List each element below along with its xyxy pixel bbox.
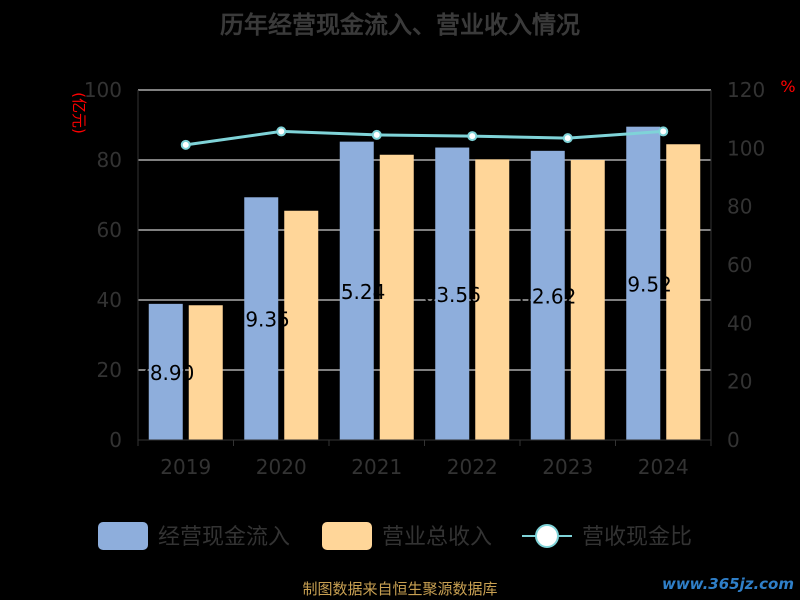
- line-path: [185, 129, 664, 147]
- y-left-tick-label: 40: [97, 288, 122, 312]
- x-tick-label: 2023: [542, 455, 593, 479]
- line-point: [371, 129, 382, 140]
- bar-data-label: 85.24: [328, 280, 385, 304]
- bar-data-label: 38.90: [137, 361, 194, 385]
- line-point: [180, 139, 191, 150]
- line-point: [467, 131, 478, 142]
- y-right-tick-label: 100: [727, 136, 765, 160]
- bar-revenue: [188, 305, 223, 440]
- x-tick-label: 2022: [447, 455, 498, 479]
- legend-swatch: [98, 522, 148, 550]
- bar-cash-inflow: [148, 303, 183, 440]
- bar-data-label: 82.62: [519, 284, 576, 308]
- y-left-tick-label: 20: [97, 358, 122, 382]
- bar-cash-inflow: [626, 126, 661, 441]
- line-series: [180, 126, 669, 150]
- legend-label: 营收现金比: [582, 525, 692, 550]
- data-labels: 38.90 69.35 85.24 83.56 82.62 89.52: [137, 272, 672, 385]
- line-point: [562, 133, 573, 144]
- bar-cash-inflow: [339, 141, 374, 440]
- x-tick-label: 2020: [256, 455, 307, 479]
- bar-revenue: [475, 159, 510, 441]
- line-point: [276, 126, 287, 137]
- watermark: www.365jz.com: [661, 575, 794, 593]
- bar-cash-inflow: [244, 197, 279, 440]
- chart-title: 历年经营现金流入、营业收入情况: [220, 11, 580, 39]
- source-note: 制图数据来自恒生聚源数据库: [302, 580, 498, 598]
- bars: [148, 126, 701, 441]
- bar-cash-inflow: [435, 147, 470, 441]
- y-left-tick-label: 100: [84, 78, 122, 102]
- bar-data-label: 83.56: [424, 283, 481, 307]
- bar-revenue: [379, 154, 414, 440]
- y-right-tick-label: 40: [727, 311, 752, 335]
- bar-revenue: [284, 210, 319, 440]
- bar-revenue: [570, 160, 605, 440]
- y-right-axis-label: %: [780, 77, 795, 96]
- bar-data-label: 89.52: [615, 272, 672, 296]
- bar-cash-inflow: [530, 150, 565, 440]
- axes: 0 20 40 60 80 100 0 20 40 60 80 100 120 (亿元)% 2019 2020…: [70, 77, 796, 479]
- line-point: [658, 126, 669, 137]
- legend-swatch: [322, 522, 372, 550]
- legend-label: 经营现金流入: [158, 525, 290, 550]
- y-right-tick-label: 120: [727, 78, 765, 102]
- x-tick-label: 2024: [638, 455, 689, 479]
- y-left-tick-label: 0: [109, 428, 122, 452]
- legend-swatch-marker: [535, 524, 559, 548]
- y-left-tick-label: 60: [97, 218, 122, 242]
- y-right-tick-label: 60: [727, 253, 752, 277]
- x-tick-label: 2021: [351, 455, 402, 479]
- bar-revenue: [666, 144, 701, 440]
- y-right-tick-label: 80: [727, 195, 752, 219]
- y-right-tick-label: 20: [727, 370, 752, 394]
- y-left-axis-label: (亿元): [70, 92, 88, 134]
- legend-label: 营业总收入: [382, 525, 492, 550]
- gridlines: [138, 89, 711, 441]
- y-right-tick-label: 0: [727, 428, 740, 452]
- legend: 经营现金流入 营业总收入 营收现金比: [98, 522, 692, 550]
- x-tick-label: 2019: [160, 455, 211, 479]
- y-left-tick-label: 80: [97, 148, 122, 172]
- bar-data-label: 69.35: [233, 308, 290, 332]
